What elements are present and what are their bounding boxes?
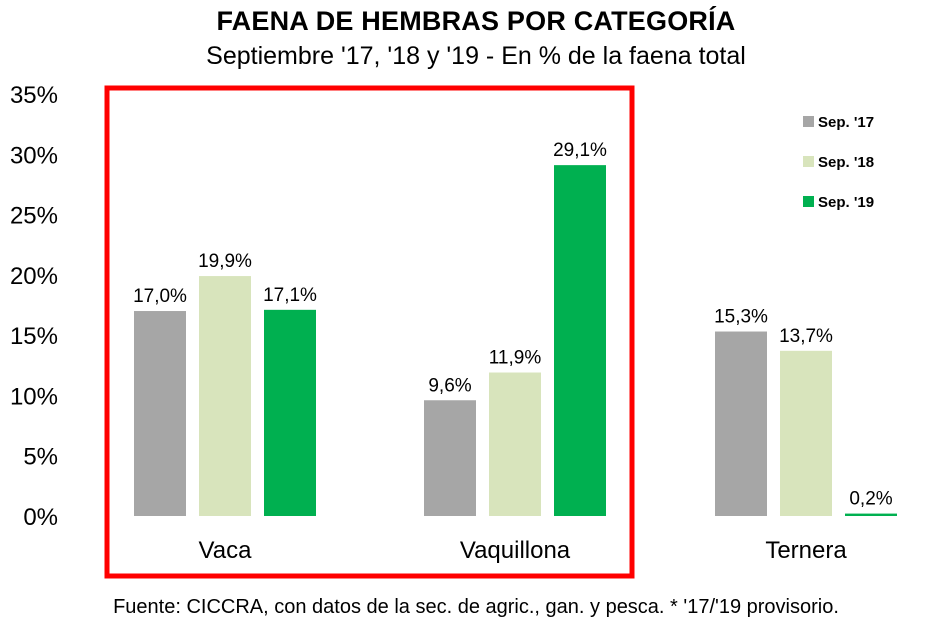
legend-label: Sep. '17 [818,114,874,131]
y-tick-label: 0% [23,504,58,531]
bar [845,513,897,516]
bar [199,276,251,516]
data-label: 29,1% [553,140,607,161]
source-note: Fuente: CICCRA, con datos de la sec. de … [113,596,839,618]
data-labels: 17,0% 19,9% 17,1% 9,6% 11,9% 29,1% 15,3% 13,7% 0… [133,140,893,509]
legend-label: Sep. '19 [818,194,874,211]
data-label: 11,9% [489,348,542,369]
data-label: 9,6% [428,375,471,396]
y-tick-label: 20% [10,263,58,290]
data-label: 17,0% [133,286,187,307]
highlight-rectangle [104,85,635,579]
legend: Sep. '17 Sep. '18 Sep. '19 [803,114,874,211]
highlight-box [104,85,635,579]
legend-swatch [803,116,814,127]
y-tick-label: 25% [10,203,58,230]
data-label: 0,2% [849,489,892,510]
bar [554,165,606,516]
category-label: Vaca [199,537,253,564]
y-axis: 0% 5% 10% 15% 20% 25% 30% 35% [10,82,58,531]
data-label: 15,3% [714,307,768,328]
bar [134,311,186,516]
y-tick-label: 35% [10,82,58,109]
y-tick-label: 30% [10,142,58,169]
legend-swatch [803,196,814,207]
chart-subtitle: Septiembre '17, '18 y '19 - En % de la f… [206,42,746,70]
y-tick-label: 5% [23,444,58,471]
legend-swatch [803,156,814,167]
data-label: 19,9% [198,251,252,272]
x-axis: Vaca Vaquillona Ternera [199,537,848,564]
bars [134,165,897,516]
bar [264,309,316,516]
legend-label: Sep. '18 [818,154,874,171]
bar [780,350,832,516]
chart-title: FAENA DE HEMBRAS POR CATEGORÍA [216,6,736,36]
y-tick-label: 10% [10,383,58,410]
category-label: Vaquillona [460,537,571,564]
bar [715,331,767,516]
y-tick-label: 15% [10,323,58,350]
data-label: 17,1% [263,285,317,306]
bar [424,400,476,516]
category-label: Ternera [765,537,847,564]
bar [489,372,541,516]
data-label: 13,7% [779,326,833,347]
